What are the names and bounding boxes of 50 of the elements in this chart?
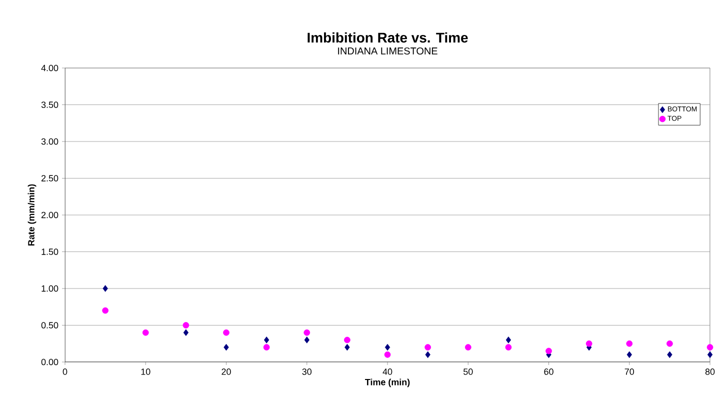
y-tick-label: 0.00: [41, 358, 58, 366]
point: [546, 348, 552, 354]
point: [626, 351, 632, 358]
x-tick-label: 60: [544, 368, 554, 375]
y-tick-label: 4.00: [41, 64, 58, 72]
y-tick-label: 2.50: [41, 175, 58, 182]
x-tick-label: 0: [62, 368, 68, 375]
point: [384, 344, 390, 351]
x-tick-label: 10: [141, 368, 150, 375]
point: [102, 307, 108, 314]
point: [626, 340, 633, 347]
point: [304, 329, 310, 336]
y-tick-label: 1.00: [42, 285, 58, 292]
point: [666, 340, 673, 347]
point: [142, 329, 149, 336]
x-tick-label: 70: [624, 368, 634, 375]
point: [505, 344, 512, 350]
x-axis-title: Time (min): [365, 378, 410, 388]
point: [183, 329, 189, 336]
x-tick-label: 50: [464, 368, 473, 375]
point: [263, 344, 270, 350]
y-tick-label: 0.50: [41, 322, 58, 328]
point: [707, 351, 713, 358]
x-tick-label: 30: [302, 368, 312, 375]
y-axis-title: Rate (mm/min): [28, 184, 36, 246]
point: [344, 336, 350, 344]
point: [102, 285, 108, 292]
y-tick-label: 3.00: [41, 138, 58, 145]
point: [706, 344, 714, 350]
chart-subtitle: INDIANA LIMESTONE: [338, 47, 438, 55]
point: [344, 344, 350, 351]
point: [667, 351, 672, 358]
point: [304, 336, 310, 344]
y-tick-label: 1.50: [42, 248, 58, 255]
point: [264, 336, 270, 344]
point: [506, 336, 512, 344]
point: [424, 344, 432, 350]
point: [425, 351, 430, 358]
x-tick-label: 80: [705, 368, 715, 375]
point: [586, 340, 592, 347]
point: [224, 344, 229, 351]
x-tick-label: 20: [222, 368, 231, 375]
x-tick-label: 40: [382, 368, 392, 375]
point: [464, 344, 472, 350]
point: [384, 351, 391, 358]
point: [223, 329, 230, 336]
chart-title: Imbibition Rate vs. Time: [308, 32, 468, 43]
y-tick-label: 2.00: [41, 212, 58, 218]
y-tick-label: 3.50: [41, 102, 58, 108]
point: [182, 322, 190, 328]
